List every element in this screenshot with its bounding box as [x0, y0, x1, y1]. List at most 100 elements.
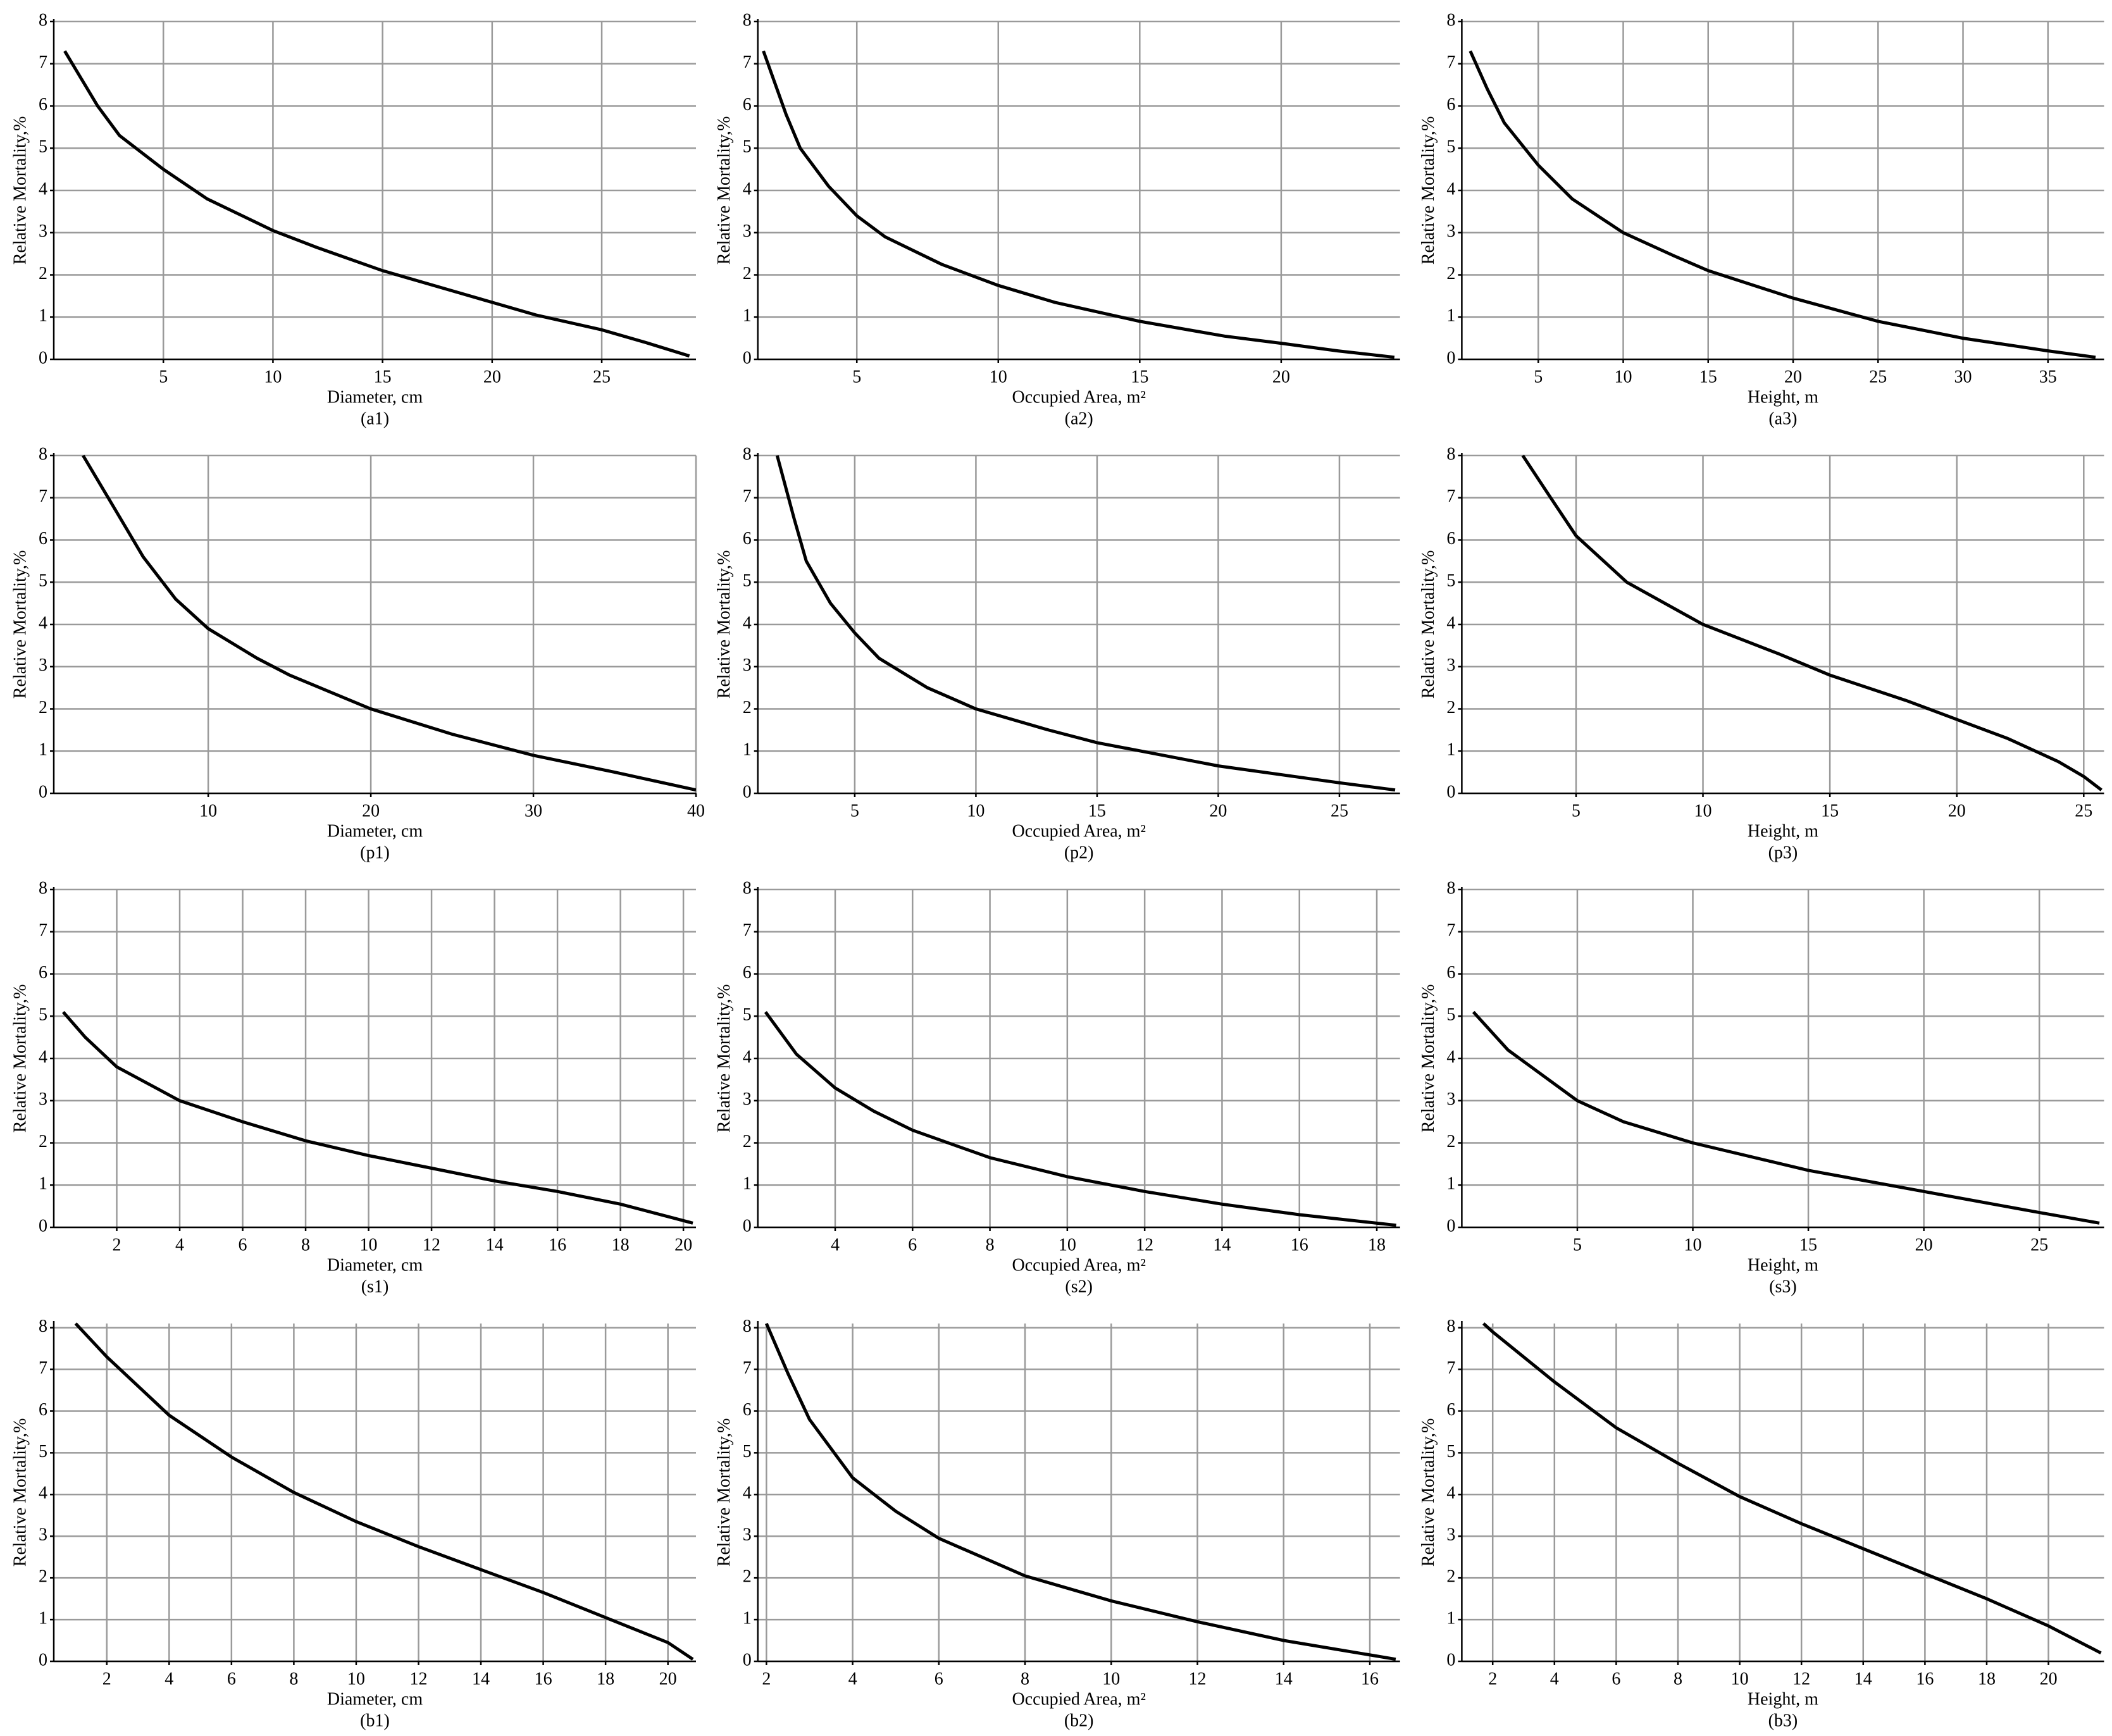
y-tick-label: 4 — [743, 1047, 752, 1067]
curve — [762, 50, 1395, 359]
y-tick-label: 5 — [39, 1005, 47, 1025]
y-tick-label: 6 — [743, 95, 752, 115]
y-tick-label: 8 — [39, 878, 47, 898]
y-tick-label: 5 — [1446, 137, 1455, 157]
x-tick-label: 2 — [102, 1669, 111, 1689]
x-tick-label: 4 — [831, 1235, 840, 1255]
chart-title: (b3) — [1768, 1711, 1798, 1730]
y-tick-label: 5 — [39, 571, 47, 591]
y-tick-label: 8 — [743, 444, 752, 464]
y-tick-label: 6 — [743, 529, 752, 549]
y-tick-label: 6 — [743, 1400, 752, 1420]
chart-title: (s2) — [1065, 1277, 1093, 1296]
y-tick-label: 1 — [1446, 1608, 1455, 1628]
y-tick-label: 3 — [39, 221, 47, 241]
y-axis-label: Relative Mortality,% — [10, 984, 30, 1133]
x-tick-label: 16 — [1291, 1235, 1308, 1255]
y-tick-label: 5 — [743, 137, 752, 157]
x-tick-label: 6 — [239, 1235, 247, 1255]
y-tick-label: 6 — [39, 1400, 47, 1420]
x-axis-label: Height, m — [1748, 387, 1818, 407]
x-tick-label: 14 — [1213, 1235, 1231, 1255]
x-tick-label: 30 — [1954, 367, 1972, 387]
y-tick-label: 2 — [1446, 698, 1455, 717]
y-axis-label: Relative Mortality,% — [714, 550, 734, 699]
y-tick-label: 2 — [1446, 1132, 1455, 1151]
x-axis-label: Occupied Area, m² — [1012, 1689, 1146, 1709]
x-axis-label: Diameter, cm — [327, 1255, 423, 1275]
x-tick-label: 5 — [852, 367, 861, 387]
x-tick-label: 8 — [986, 1235, 995, 1255]
curve — [764, 1011, 1396, 1227]
x-tick-label: 40 — [687, 801, 705, 821]
y-tick-label: 3 — [1446, 221, 1455, 241]
y-tick-label: 3 — [39, 1525, 47, 1545]
x-tick-label: 10 — [1684, 1235, 1702, 1255]
y-tick-label: 1 — [39, 306, 47, 326]
y-tick-label: 4 — [1446, 613, 1455, 633]
y-tick-label: 2 — [39, 264, 47, 283]
x-tick-label: 6 — [908, 1235, 917, 1255]
y-tick-label: 0 — [1446, 1650, 1455, 1670]
y-tick-label: 7 — [1446, 921, 1455, 940]
y-tick-label: 6 — [743, 963, 752, 983]
chart-title: (p1) — [360, 843, 390, 862]
y-tick-label: 5 — [1446, 571, 1455, 591]
x-tick-label: 6 — [227, 1669, 236, 1689]
y-tick-label: 2 — [743, 264, 752, 283]
y-axis-label: Relative Mortality,% — [1419, 116, 1438, 265]
y-tick-label: 1 — [743, 306, 752, 326]
y-tick-label: 6 — [39, 95, 47, 115]
curve — [63, 50, 690, 358]
y-tick-label: 0 — [39, 782, 47, 802]
chart-title: (b1) — [360, 1711, 390, 1730]
y-tick-label: 1 — [1446, 740, 1455, 760]
y-tick-label: 2 — [39, 1132, 47, 1151]
x-tick-label: 8 — [301, 1235, 310, 1255]
curve — [62, 1010, 693, 1225]
x-tick-label: 20 — [362, 801, 380, 821]
x-tick-label: 20 — [1272, 367, 1290, 387]
y-tick-label: 3 — [39, 655, 47, 675]
x-tick-label: 4 — [175, 1235, 184, 1255]
y-tick-label: 4 — [1446, 1047, 1455, 1067]
curve — [82, 454, 696, 792]
y-tick-label: 0 — [743, 782, 752, 802]
y-tick-label: 3 — [743, 1525, 752, 1545]
y-tick-label: 1 — [39, 740, 47, 760]
x-tick-label: 2 — [762, 1669, 771, 1689]
x-tick-label: 10 — [967, 801, 985, 821]
curve — [1521, 454, 2103, 791]
x-tick-label: 35 — [2039, 367, 2057, 387]
y-tick-label: 7 — [39, 53, 47, 72]
y-tick-label: 1 — [39, 1608, 47, 1628]
y-tick-label: 0 — [743, 1650, 752, 1670]
chart-title: (a3) — [1768, 409, 1797, 428]
x-tick-label: 8 — [1021, 1669, 1029, 1689]
x-tick-label: 10 — [360, 1235, 378, 1255]
y-tick-label: 4 — [743, 613, 752, 633]
x-tick-label: 5 — [1572, 801, 1581, 821]
y-tick-label: 3 — [743, 1089, 752, 1109]
x-tick-label: 14 — [472, 1669, 490, 1689]
chart-title: (s3) — [1769, 1277, 1797, 1296]
x-tick-label: 14 — [1275, 1669, 1293, 1689]
x-tick-label: 18 — [612, 1235, 630, 1255]
curve — [765, 1323, 1396, 1661]
x-tick-label: 4 — [165, 1669, 173, 1689]
x-tick-label: 20 — [659, 1669, 677, 1689]
y-axis-label: Relative Mortality,% — [10, 1418, 30, 1567]
x-tick-label: 14 — [486, 1235, 504, 1255]
curve — [74, 1322, 694, 1661]
y-tick-label: 2 — [39, 698, 47, 717]
x-tick-label: 12 — [409, 1669, 427, 1689]
y-tick-label: 5 — [743, 1442, 752, 1461]
y-tick-label: 4 — [743, 179, 752, 199]
y-tick-label: 8 — [743, 10, 752, 30]
y-tick-label: 0 — [39, 1216, 47, 1236]
x-tick-label: 18 — [1368, 1235, 1386, 1255]
y-tick-label: 1 — [1446, 306, 1455, 326]
x-tick-label: 15 — [1799, 1235, 1817, 1255]
x-tick-label: 6 — [1612, 1669, 1620, 1689]
